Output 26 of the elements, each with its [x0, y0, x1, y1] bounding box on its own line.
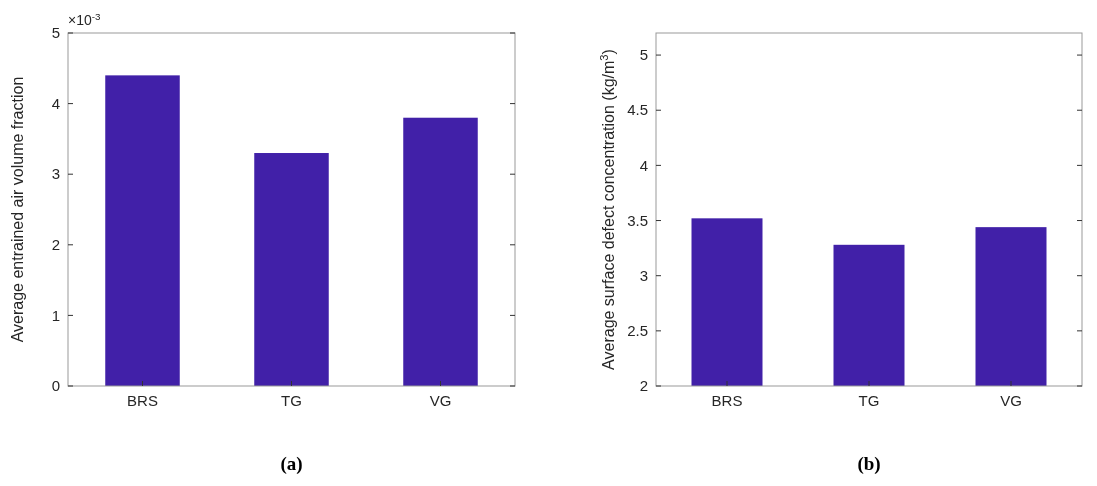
x-tick-label: BRS	[127, 392, 158, 409]
y-tick-label: 4	[51, 94, 60, 112]
y-tick-label: 3.5	[627, 211, 648, 229]
y-tick-label: 4.5	[627, 101, 648, 119]
text: ×10$^{-3}$	[68, 10, 102, 28]
bar	[403, 117, 478, 386]
bar	[254, 153, 329, 386]
y-tick-label: 1	[51, 306, 60, 324]
y-tick-label: 5	[51, 24, 60, 42]
x-tick-label: BRS	[711, 392, 743, 409]
y-tick-label: 2	[639, 377, 648, 395]
y-axis-title: Average entrained air volume fraction	[9, 76, 26, 343]
bar	[105, 75, 180, 386]
y-tick-label: 3	[639, 266, 648, 284]
x-tick-label: VG	[429, 392, 452, 409]
x-tick-label: TG	[858, 392, 880, 409]
y-tick-label: 2	[51, 236, 60, 254]
text: (b)	[857, 453, 881, 475]
x-tick-label: VG	[1000, 392, 1022, 409]
y-tick-label: 3	[51, 165, 60, 183]
y-tick-label: 5	[639, 46, 648, 64]
x-tick-label: TG	[281, 392, 302, 409]
text: (a)	[280, 453, 303, 475]
y-tick-label: 4	[639, 156, 648, 174]
y-tick-label: 2.5	[627, 322, 648, 340]
y-tick-label: 0	[51, 377, 60, 395]
